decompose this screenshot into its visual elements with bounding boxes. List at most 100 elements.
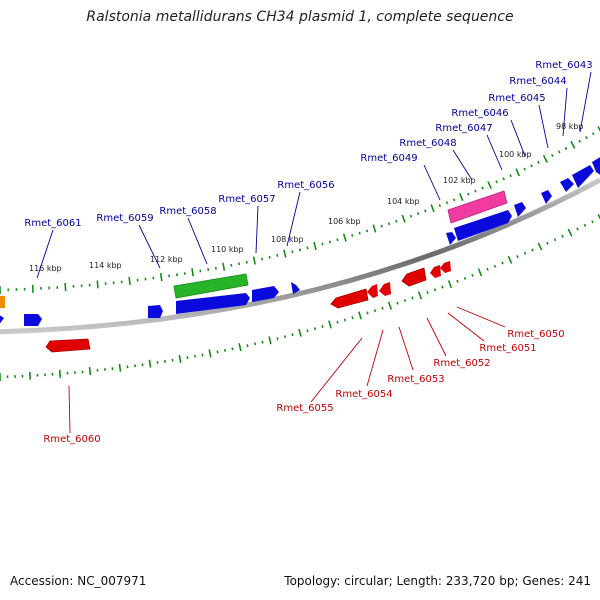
- label-rmet-6048[interactable]: Rmet_6048: [399, 138, 473, 181]
- svg-text:Rmet_6054: Rmet_6054: [335, 389, 392, 400]
- scale-tick: [433, 288, 437, 292]
- gene-rmet-6045-arrow[interactable]: [560, 178, 574, 192]
- scale-tick: [291, 333, 294, 337]
- scale-tick: [530, 164, 533, 168]
- scale-tick: [441, 285, 444, 289]
- gene-rmet-6051-arrow[interactable]: [430, 265, 441, 278]
- label-rmet-6059[interactable]: Rmet_6059: [96, 213, 161, 269]
- label-rmet-6049[interactable]: Rmet_6049: [360, 153, 441, 201]
- scale-tick: [463, 276, 467, 280]
- gene-rmet-6060-arrow[interactable]: [45, 338, 91, 353]
- svg-text:Rmet_6052: Rmet_6052: [433, 358, 490, 369]
- gene-rmet-6054-arrow[interactable]: [367, 284, 378, 298]
- gene-rmet-6048-arrow[interactable]: [454, 210, 512, 241]
- scale-tick: [88, 367, 92, 376]
- gene-rmet-6046-arrow[interactable]: [541, 190, 552, 204]
- scale-tick: [597, 214, 600, 220]
- scale-tick: [531, 248, 534, 252]
- scale-tick: [487, 181, 492, 190]
- scale-tick: [409, 214, 413, 218]
- label-rmet-6051[interactable]: Rmet_6051: [447, 312, 537, 354]
- gene-rmet-6044-arrow[interactable]: [572, 165, 594, 188]
- label-rmet-6054[interactable]: Rmet_6054: [335, 329, 393, 400]
- scale-tick: [591, 132, 595, 136]
- label-rmet-6052[interactable]: Rmet_6052: [426, 317, 491, 369]
- scale-tick: [313, 241, 317, 251]
- gene-rmet-6058-arrow[interactable]: [176, 293, 250, 314]
- scale-tick: [474, 189, 477, 193]
- gene-rmet-6049-arrow[interactable]: [446, 232, 456, 245]
- label-rmet-6060[interactable]: Rmet_6060: [43, 385, 101, 445]
- label-rmet-6044[interactable]: Rmet_6044: [509, 76, 568, 137]
- scale-tick: [537, 160, 540, 164]
- label-rmet-6058[interactable]: Rmet_6058: [159, 206, 217, 265]
- label-rmet-6055[interactable]: Rmet_6055: [276, 337, 363, 414]
- label-rmet-6053[interactable]: Rmet_6053: [387, 326, 445, 385]
- scale-tick: [261, 257, 264, 261]
- gene-rmet-6047-arrow[interactable]: [514, 202, 526, 217]
- gene-rmet-6056-arrow[interactable]: [291, 282, 300, 294]
- gene-rmet-6059-arrow[interactable]: [148, 305, 163, 318]
- gene-rmet-6061-arrow[interactable]: [0, 314, 4, 326]
- gene-rmet-6055-arrow[interactable]: [330, 288, 369, 309]
- label-rmet-6057[interactable]: Rmet_6057: [218, 194, 276, 254]
- scale-tick: [416, 212, 420, 216]
- gene-rmet-6043-arrow[interactable]: [592, 156, 600, 176]
- scale-tick: [306, 329, 309, 333]
- scale-tick: [411, 296, 414, 300]
- kbp-scale-label: 110 kbp: [211, 245, 244, 254]
- scale-tick: [358, 231, 361, 235]
- kbp-scale-label: 104 kbp: [387, 197, 420, 206]
- accession-text: Accession: NC_007971: [10, 574, 147, 588]
- kbp-scale-label: 112 kbp: [150, 255, 183, 264]
- svg-text:Rmet_6049: Rmet_6049: [360, 153, 417, 164]
- scale-tick: [231, 347, 234, 351]
- scale-tick: [401, 214, 406, 223]
- label-rmet-6056[interactable]: Rmet_6056: [277, 180, 335, 247]
- feature-pink[interactable]: [447, 190, 508, 224]
- scale-tick: [96, 280, 99, 289]
- plasmid-backbone: [0, 177, 600, 335]
- scale-tick: [507, 255, 513, 264]
- scale-tick: [298, 248, 302, 252]
- kbp-scale-label: 100 kbp: [499, 150, 532, 159]
- gene-rmet-6057-arrow[interactable]: [252, 286, 279, 302]
- scale-tick: [306, 246, 309, 250]
- topology-summary-text: Topology: circular; Length: 233,720 bp; …: [284, 574, 591, 588]
- scale-tick: [516, 255, 519, 259]
- label-rmet-6047[interactable]: Rmet_6047: [435, 123, 503, 171]
- label-rmet-6050[interactable]: Rmet_6050: [456, 306, 565, 340]
- label-rmet-6045[interactable]: Rmet_6045: [488, 93, 549, 149]
- scale-tick: [118, 363, 122, 372]
- scale-tick: [380, 224, 383, 228]
- scale-tick: [395, 219, 398, 223]
- gene-rmet-6053-arrow[interactable]: [379, 282, 391, 296]
- svg-text:Rmet_6046: Rmet_6046: [451, 108, 508, 119]
- scale-tick: [467, 192, 470, 196]
- scale-tick: [591, 220, 594, 224]
- scale-tick: [207, 268, 210, 272]
- kbp-scale-label: 108 kbp: [271, 235, 304, 244]
- gene-rmet-6060-fwd-arrow[interactable]: [24, 314, 42, 326]
- scale-tick: [222, 262, 226, 271]
- gene-rmet-6052-arrow[interactable]: [401, 267, 427, 287]
- label-rmet-6061[interactable]: Rmet_6061: [24, 218, 82, 279]
- label-rmet-6046[interactable]: Rmet_6046: [451, 108, 526, 157]
- feature-orange[interactable]: [0, 296, 5, 308]
- scale-tick: [570, 140, 576, 149]
- scale-tick: [515, 168, 521, 177]
- label-rmet-6043[interactable]: Rmet_6043: [535, 60, 593, 133]
- svg-text:Rmet_6048: Rmet_6048: [399, 138, 456, 149]
- svg-text:Rmet_6061: Rmet_6061: [24, 218, 81, 229]
- rna-feature-green[interactable]: [173, 273, 249, 299]
- svg-text:Rmet_6055: Rmet_6055: [276, 403, 333, 414]
- scale-tick: [208, 349, 212, 358]
- scale-tick: [342, 233, 347, 242]
- svg-text:Rmet_6059: Rmet_6059: [96, 213, 153, 224]
- scale-tick: [564, 146, 568, 150]
- scale-tick: [523, 167, 526, 171]
- gene-rmet-6050-arrow[interactable]: [440, 261, 451, 273]
- scale-tick: [261, 340, 264, 344]
- scale-tick: [148, 359, 152, 368]
